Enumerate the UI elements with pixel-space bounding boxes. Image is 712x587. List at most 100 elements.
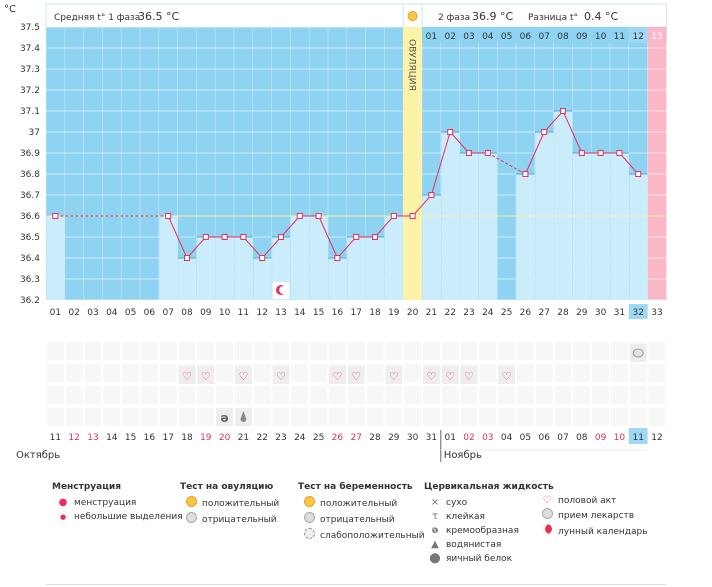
- mark-cell: [423, 408, 440, 426]
- phase2-day-label: 12: [632, 32, 643, 42]
- temperature-bar: [554, 111, 573, 300]
- mark-cell: [648, 408, 666, 426]
- mark-cell: [554, 364, 572, 382]
- mark-cell: [535, 386, 553, 404]
- mark-cell: [404, 364, 421, 382]
- phase2-day-cell: [534, 27, 554, 43]
- date-label: 16: [144, 433, 156, 443]
- cycle-day-label: 20: [407, 308, 419, 318]
- y-tick-label: 37.3: [20, 65, 40, 75]
- phase2-day-cell: [422, 27, 441, 43]
- date-label: 22: [256, 433, 267, 443]
- mark-cell: [347, 386, 365, 404]
- cycle-day-label: 03: [87, 308, 98, 318]
- mark-cell: [291, 364, 309, 382]
- phase2-day-cell: [647, 27, 667, 43]
- date-label: 27: [350, 433, 361, 443]
- temperature-point: [278, 234, 284, 240]
- temperature-point: [409, 213, 416, 219]
- heart-icon: ♡: [445, 370, 455, 383]
- heart-cell: [498, 366, 515, 384]
- mark-cell: [65, 386, 83, 404]
- mark-cell: [291, 342, 309, 360]
- mark-cell: [535, 364, 553, 382]
- mark-cell: [611, 342, 628, 360]
- mark-cell: [47, 408, 64, 426]
- cycle-day-label: 24: [482, 308, 494, 318]
- legend-moon: лунный календарь: [558, 526, 648, 537]
- mark-cell: [517, 342, 534, 360]
- mark-cell: [47, 342, 64, 360]
- legend-ov-pos: положительный: [202, 499, 280, 509]
- cycle-day-label: 25: [501, 308, 512, 318]
- cycle-day-label: 30: [595, 308, 607, 318]
- mark-cell: [65, 342, 83, 360]
- phase2-day-label: 06: [520, 32, 532, 42]
- y-tick-label: 36.7: [20, 191, 40, 201]
- legend-creamy: кремообразная: [446, 526, 519, 536]
- day-column: [346, 27, 366, 300]
- heart-icon: ♡: [332, 370, 342, 383]
- phase2-day-label: 11: [614, 32, 625, 42]
- day-column: [64, 27, 84, 300]
- mark-cell: [648, 386, 666, 404]
- heart-cell: [272, 366, 290, 384]
- mark-cell: [103, 386, 121, 404]
- date-label: 28: [369, 433, 381, 443]
- date-label: 30: [407, 433, 419, 443]
- legend-sticky: клейкая: [446, 512, 485, 522]
- mark-cell: [573, 386, 591, 404]
- legend-menstruation-label: менструация: [74, 498, 137, 508]
- moon-icon: [536, 524, 558, 539]
- phase2-label: 2 фаза: [438, 13, 470, 23]
- legend-spotting-label: небольшие выделения: [74, 512, 183, 522]
- pill-icon: [536, 508, 558, 524]
- mark-cell: [216, 364, 233, 382]
- temperature-point: [541, 129, 548, 135]
- mark-cell: [611, 364, 628, 382]
- mark-cell: [329, 386, 346, 404]
- pregnancy-negative-icon: [298, 512, 320, 528]
- heart-cell: [460, 366, 478, 384]
- mark-cell: [272, 342, 290, 360]
- mark-cell: [122, 364, 139, 382]
- date-label: 12: [68, 433, 79, 443]
- heart-icon: ♡: [276, 370, 286, 383]
- legend-pregnancy-test: Тест на беременность положительный отриц…: [298, 480, 425, 544]
- date-label: 20: [219, 433, 231, 443]
- phase1-label: Средняя t° 1 фаза: [54, 13, 140, 23]
- mark-cell: [103, 364, 121, 382]
- temperature-point: [334, 255, 341, 261]
- mark-cell: [554, 408, 572, 426]
- temperature-segment: [562, 110, 583, 154]
- cycle-day-label: 12: [256, 308, 267, 318]
- temperature-bar: [46, 216, 65, 300]
- y-tick-label: 36.4: [20, 254, 40, 264]
- temperature-point: [560, 108, 566, 114]
- mark-cell: [122, 342, 139, 360]
- temperature-bar: [215, 237, 234, 300]
- temperature-point: [390, 213, 397, 219]
- mark-cell: [310, 342, 327, 360]
- date-label: 05: [520, 433, 531, 443]
- cycle-day-label: 27: [538, 308, 549, 318]
- phase2-day-cell: [516, 27, 535, 43]
- mark-cell: [253, 342, 271, 360]
- phase2-day-cell: [497, 27, 516, 43]
- pregnancy-positive-icon: [298, 496, 320, 512]
- legend-cervical-fluid: Цервикальная жидкость × сухо τ клейкая ә кр…: [424, 480, 554, 566]
- dashed-segment: [487, 152, 526, 175]
- mark-cell: [629, 364, 647, 382]
- current-day-highlight: [628, 304, 648, 319]
- mark-cell: [592, 408, 609, 426]
- phase2-day-cell: [610, 27, 629, 43]
- cycle-day-label: 04: [106, 308, 118, 318]
- mark-cell: [460, 386, 478, 404]
- temperature-bar: [178, 258, 197, 300]
- legend-meds: прием лекарств: [558, 511, 635, 521]
- mark-cell: [216, 386, 233, 404]
- mark-cell: [122, 408, 139, 426]
- temperature-segment: [167, 215, 188, 259]
- temperature-point: [616, 150, 623, 156]
- temperature-bar: [384, 216, 404, 300]
